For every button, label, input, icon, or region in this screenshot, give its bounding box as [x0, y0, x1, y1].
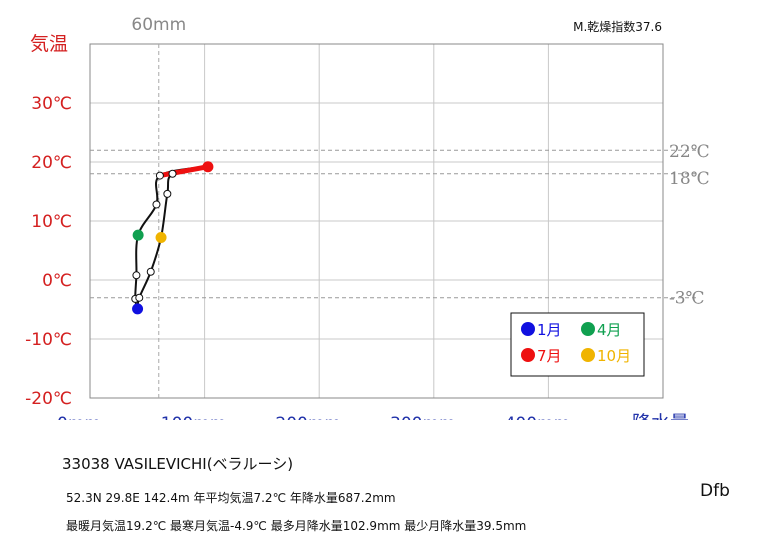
legend-marker [581, 322, 595, 336]
plot-frame [89, 43, 664, 399]
x-tick-label: 100mm [161, 414, 227, 420]
y-tick-label: 20℃ [31, 153, 72, 173]
station-info-line1: 52.3N 29.8E 142.4m 年平均気温7.2℃ 年降水量687.2mm [66, 491, 396, 505]
month-point-7 [202, 161, 214, 173]
legend-label: 10月 [597, 347, 631, 365]
station-info-line2: 最暖月気温19.2℃ 最寒月気温-4.9℃ 最多月降水量102.9mm 最少月降… [66, 519, 527, 533]
y-tick-label: 10℃ [31, 212, 72, 232]
legend-label: 7月 [537, 347, 562, 365]
aridity-index: M.乾燥指数37.6 [573, 19, 662, 34]
x-tick-label: 300mm [390, 414, 456, 420]
legend-label: 4月 [597, 321, 622, 339]
y-tick-label: 30℃ [31, 94, 72, 114]
month-point-9 [163, 189, 172, 198]
temp-18-label: 18℃ [669, 169, 710, 189]
warm-segment [157, 164, 211, 179]
climate-class: Dfb [700, 481, 730, 501]
legend-marker [581, 348, 595, 362]
legend: 1月 4月 7月 10月 [510, 312, 645, 377]
x-tick-label: 0mm [57, 414, 101, 420]
y-tick-label: 0℃ [42, 271, 72, 291]
month-point-8 [168, 169, 177, 178]
legend-marker [521, 348, 535, 362]
x-tick-labels: 0mm 100mm 200mm 300mm 400mm [57, 414, 570, 420]
x-axis-label: 降水量 [632, 412, 689, 420]
climate-curve [131, 161, 214, 315]
legend-box [510, 312, 645, 377]
month-point-3 [132, 271, 141, 280]
reference-lines: 60mm 22℃ 18℃ -3℃ [90, 15, 710, 398]
station-name: 33038 VASILEVICHI(ベラルーシ) [62, 455, 294, 473]
y-tick-label: -20℃ [25, 389, 72, 409]
y-tick-labels: -20℃ -10℃ 0℃ 10℃ 20℃ 30℃ [25, 94, 72, 409]
x-tick-label: 200mm [275, 414, 341, 420]
temp-22-label: 22℃ [669, 142, 710, 162]
month-point-5 [152, 200, 161, 209]
y-axis-label: 気温 [30, 33, 68, 55]
climate-curve-line [134, 165, 209, 310]
legend-marker [521, 322, 535, 336]
precip-60mm-label: 60mm [131, 15, 186, 35]
climograph: 60mm 22℃ 18℃ -3℃ -20℃ -10℃ 0℃ 10℃ 20℃ 30℃ 0mm… [25, 15, 710, 420]
month-point-11 [146, 267, 155, 276]
grid [90, 44, 663, 398]
temp-minus3-label: -3℃ [669, 289, 705, 309]
month-point-10 [155, 232, 167, 244]
month-point-1 [132, 303, 144, 315]
month-point-6 [155, 171, 164, 180]
x-tick-label: 400mm [505, 414, 571, 420]
y-tick-label: -10℃ [25, 330, 72, 350]
month-point-12 [135, 293, 144, 302]
legend-label: 1月 [537, 321, 562, 339]
month-point-4 [132, 229, 144, 241]
